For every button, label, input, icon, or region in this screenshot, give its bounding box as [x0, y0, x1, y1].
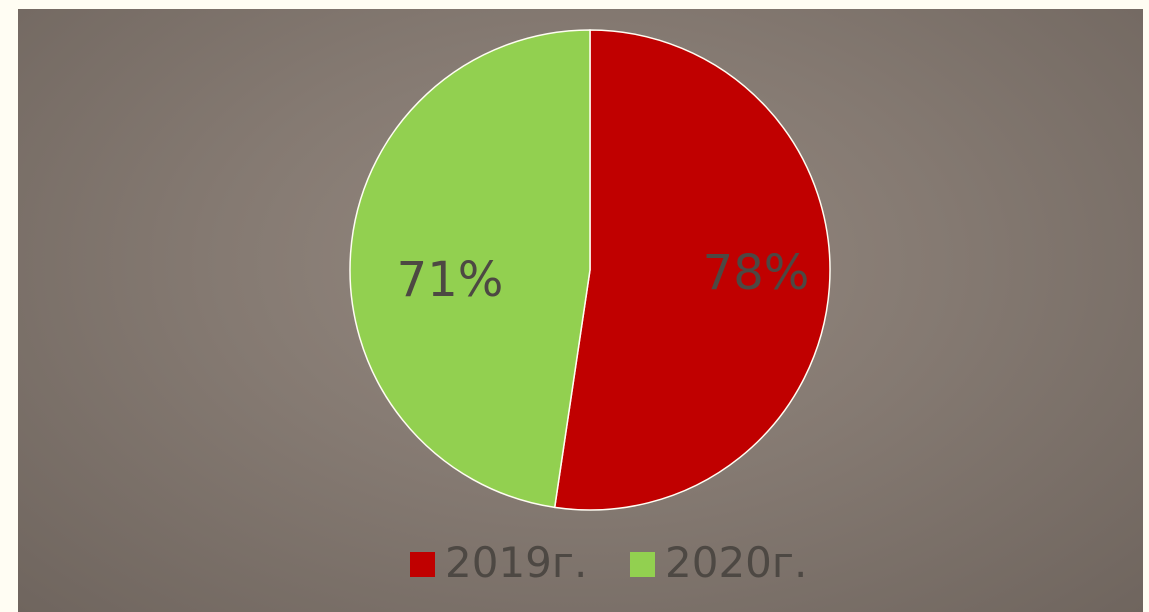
pie-slices: [349, 29, 831, 511]
data-label-1: 78%: [703, 245, 810, 301]
legend-swatch-1: [410, 552, 435, 577]
legend-label-1: 2019г.: [445, 538, 587, 587]
chart-area: 78% 71% 2019г. 2020г.: [18, 9, 1143, 612]
pie-chart: 78% 71% 2019г. 2020г.: [349, 29, 831, 587]
pie-slice-2: [349, 29, 591, 509]
pie-slice-1: [553, 29, 831, 511]
legend: 2019г. 2020г.: [410, 538, 807, 587]
legend-label-2: 2020г.: [665, 538, 807, 587]
data-label-2: 71%: [397, 252, 504, 308]
legend-swatch-2: [630, 552, 655, 577]
pie-data-labels: 78% 71%: [397, 245, 810, 308]
